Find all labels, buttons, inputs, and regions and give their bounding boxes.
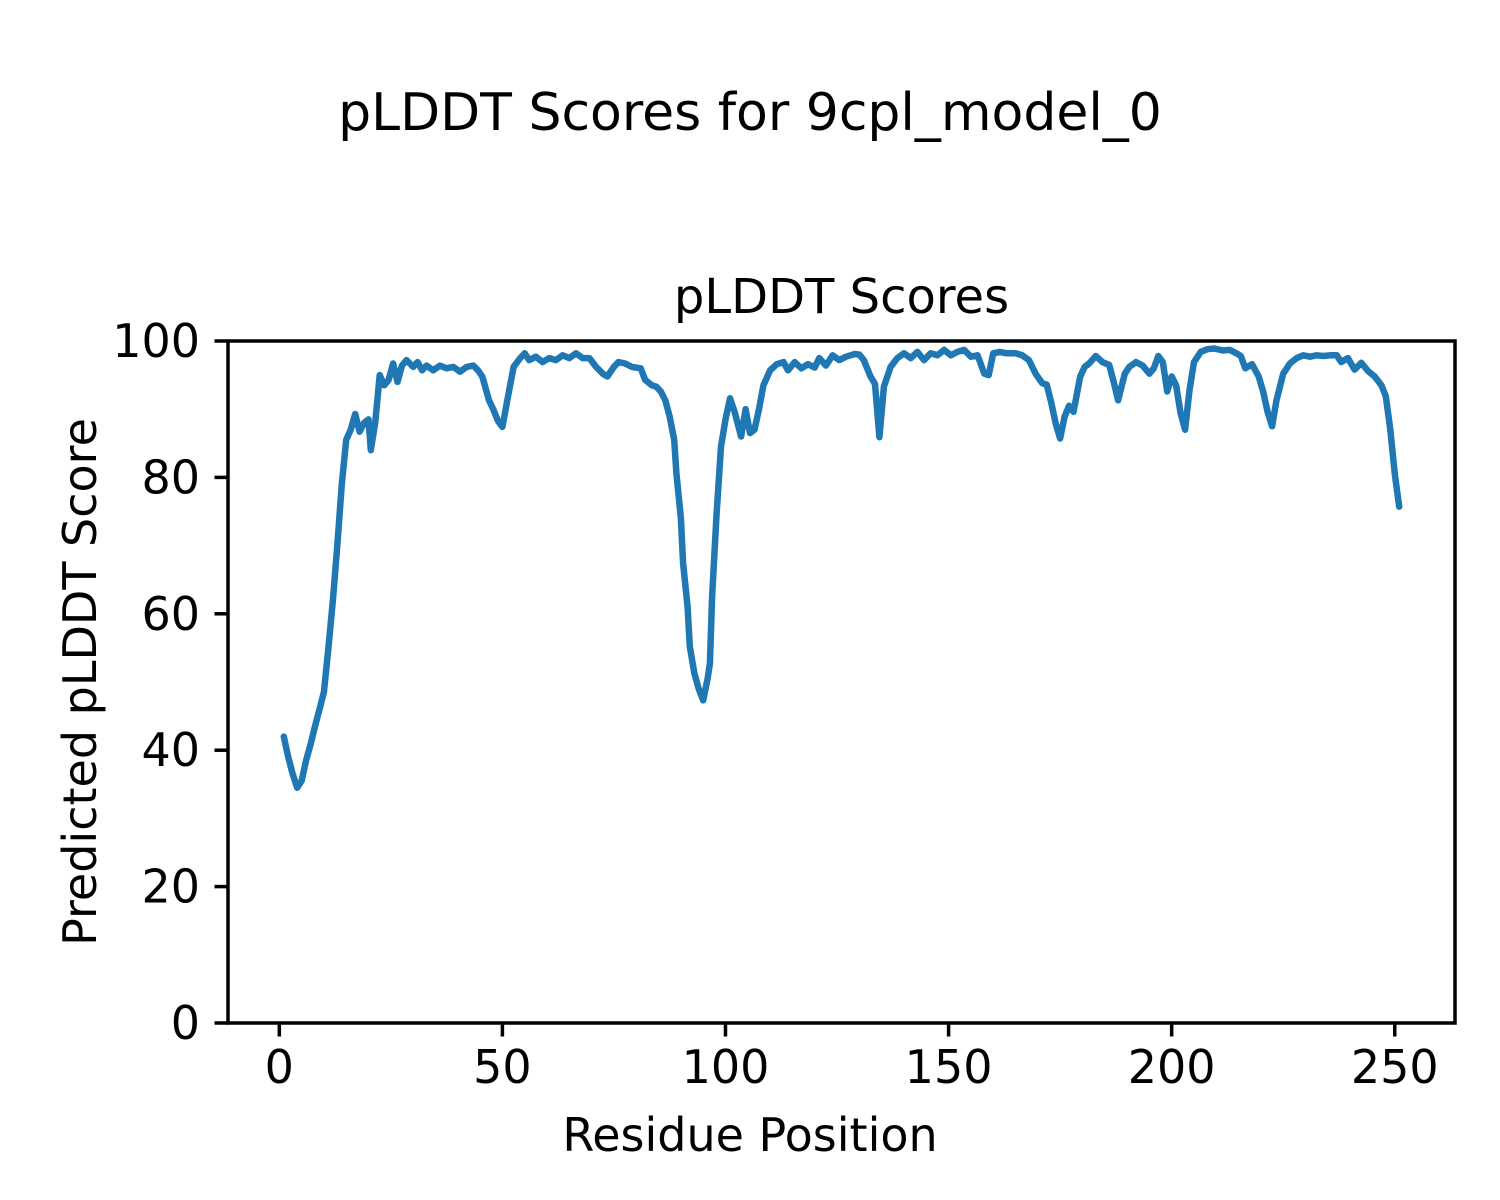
y-tick-label: 100	[112, 314, 200, 368]
y-tick-label: 80	[141, 450, 200, 504]
x-tick-label: 50	[473, 1040, 532, 1094]
x-tick-label: 0	[265, 1040, 294, 1094]
y-tick-label: 0	[171, 996, 200, 1050]
y-axis-label: Predicted pLDDT Score	[53, 418, 107, 946]
axes-spines	[226, 339, 1457, 1025]
x-tick-label: 200	[1128, 1040, 1216, 1094]
figure-title: pLDDT Scores for 9cpl_model_0	[338, 83, 1162, 143]
x-tick-label: 250	[1351, 1040, 1439, 1094]
x-axis-ticks: 0 50 100 150 200 250	[265, 1023, 1439, 1094]
y-tick-label: 20	[141, 860, 200, 914]
x-tick-label: 150	[905, 1040, 993, 1094]
x-axis-label: Residue Position	[562, 1108, 938, 1162]
y-tick-label: 40	[141, 723, 200, 777]
y-tick-label: 60	[141, 587, 200, 641]
y-axis-ticks: 0 20 40 60 80 100	[112, 314, 228, 1050]
axes-title: pLDDT Scores	[673, 269, 1010, 325]
plddt-line	[280, 345, 1403, 791]
axes-frame	[226, 339, 1457, 1025]
x-tick-label: 100	[682, 1040, 770, 1094]
